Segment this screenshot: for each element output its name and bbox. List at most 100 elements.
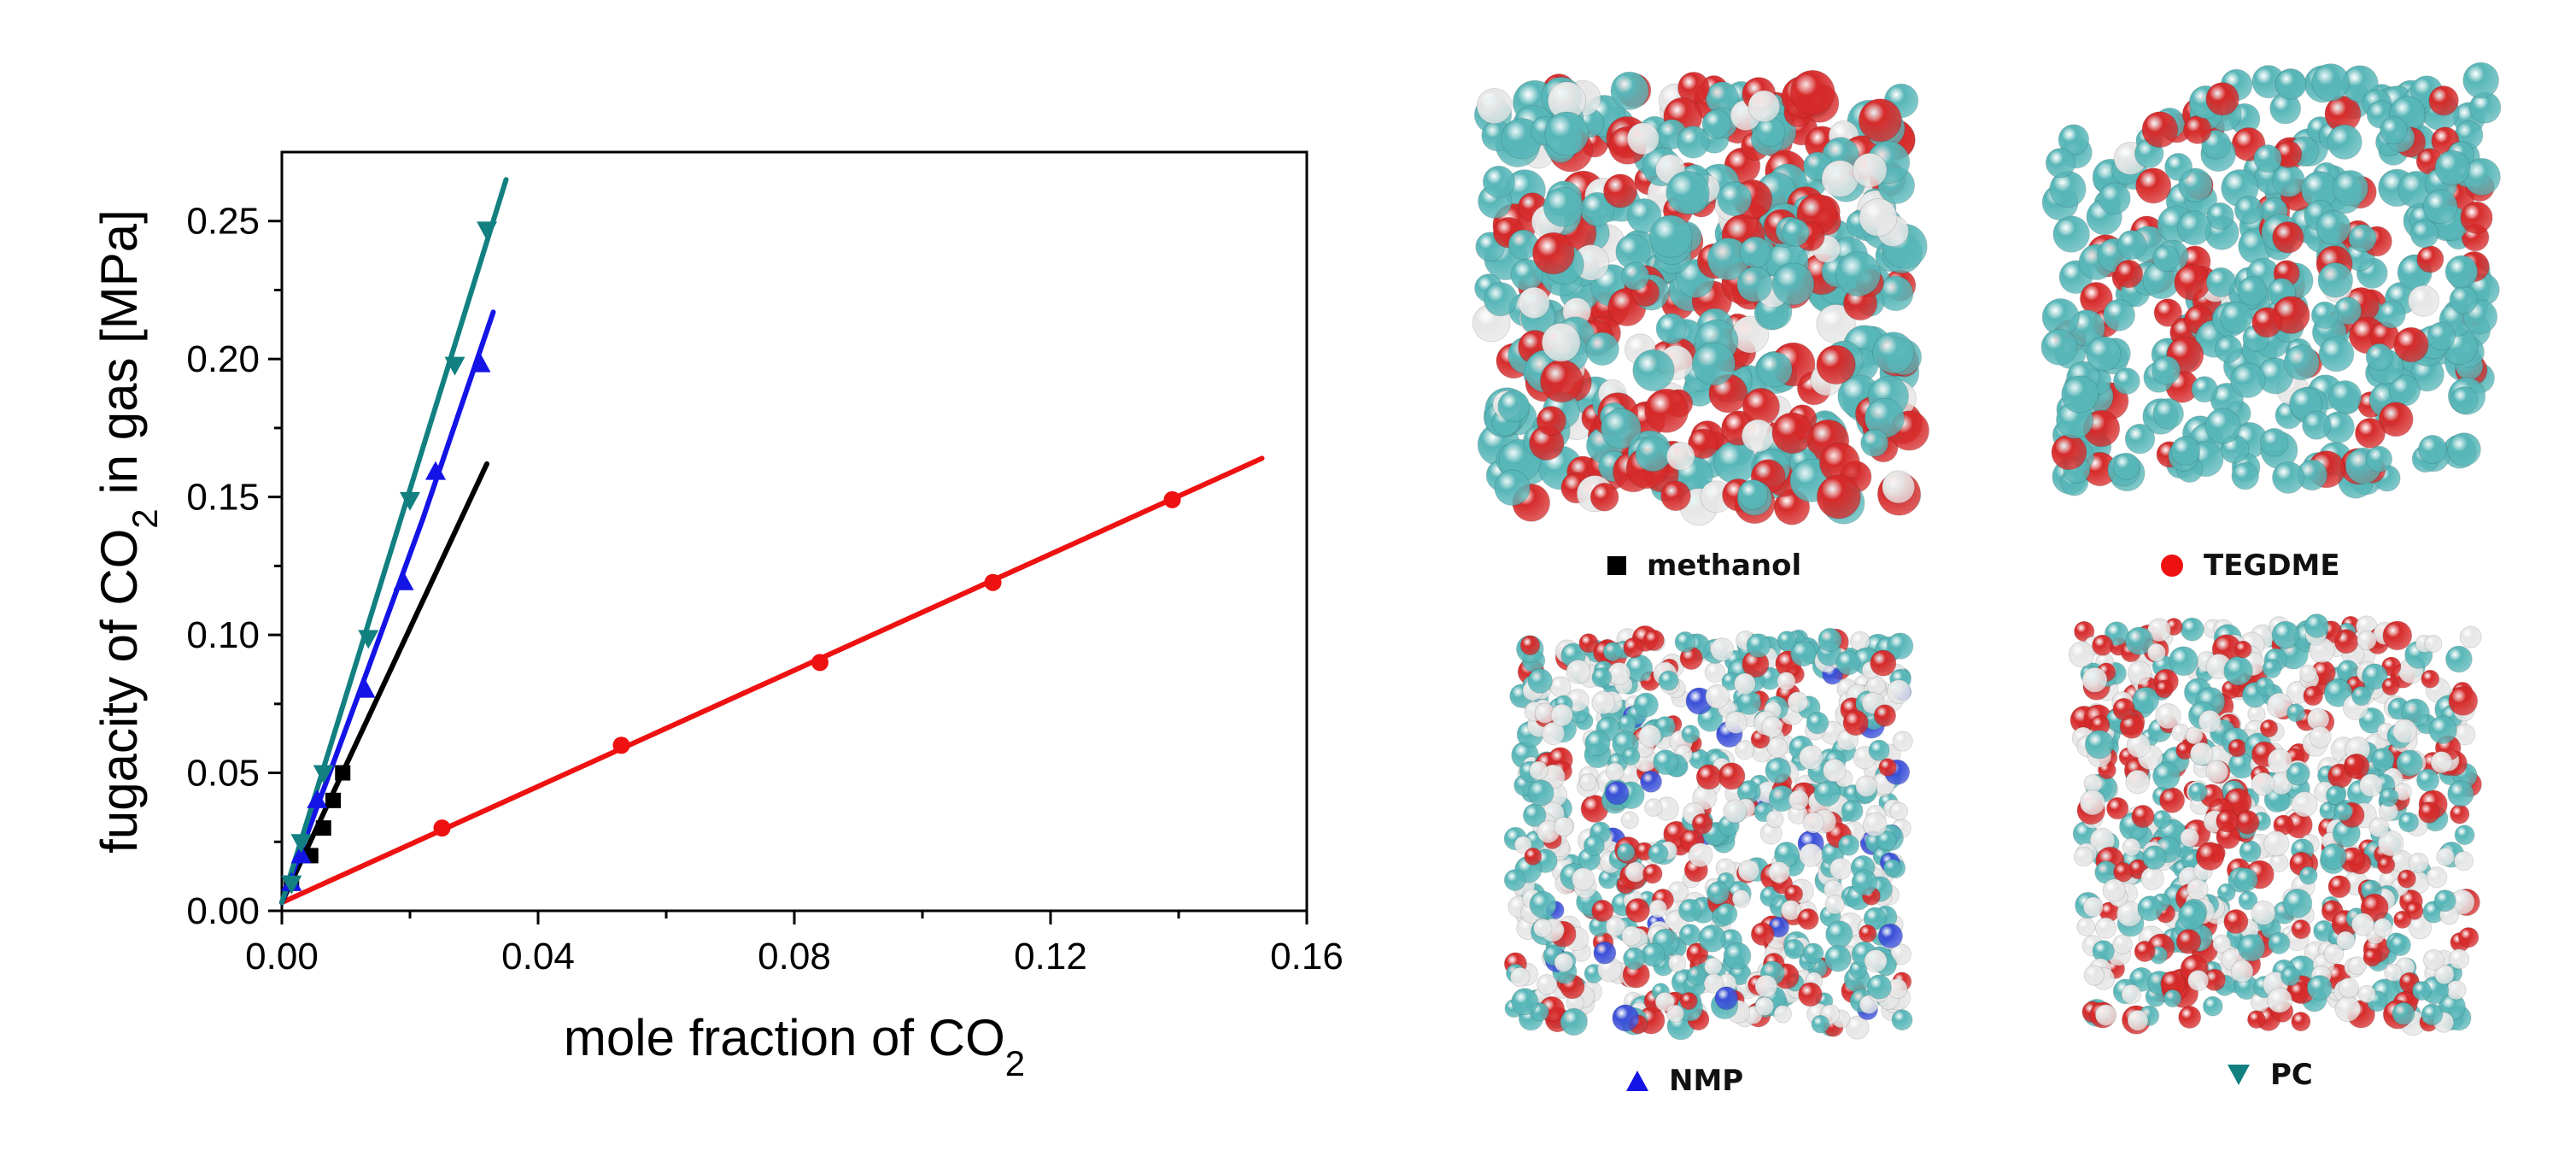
atom-sphere <box>2247 1010 2266 1030</box>
atom-sphere <box>1845 1015 1870 1040</box>
atom-sphere <box>2355 417 2386 449</box>
atom-sphere <box>1519 635 1541 656</box>
atom-sphere <box>2378 402 2414 437</box>
atom-sphere <box>2409 219 2439 249</box>
atom-sphere <box>2159 787 2186 813</box>
atom-sphere <box>1591 899 1614 923</box>
atom-sphere <box>2365 445 2393 472</box>
atom-sphere <box>2393 910 2412 929</box>
atom-sphere <box>1704 957 1723 976</box>
atom-sphere <box>1878 758 1897 777</box>
atom-sphere <box>1529 760 1549 781</box>
atom-sphere <box>2122 837 2141 857</box>
atom-sphere <box>2247 705 2266 724</box>
atom-sphere <box>2105 796 2129 820</box>
tegdme-data-point <box>612 737 630 754</box>
atom-sphere <box>2076 917 2096 936</box>
atom-sphere <box>1811 1014 1830 1034</box>
atom-sphere <box>1648 899 1668 918</box>
x-tick-label: 0.00 <box>245 936 319 977</box>
atom-sphere <box>1746 633 1771 658</box>
atom-sphere <box>1822 758 1847 783</box>
atom-sphere <box>1527 779 1554 807</box>
atom-sphere <box>2082 896 2104 918</box>
atom-sphere <box>2361 663 2388 690</box>
atom-sphere <box>2347 956 2367 976</box>
atom-sphere <box>1718 762 1746 790</box>
tegdme-data-point <box>433 819 451 837</box>
atom-sphere <box>2389 934 2412 957</box>
atom-sphere <box>1483 282 1519 317</box>
atom-sphere <box>1632 349 1675 392</box>
atom-sphere <box>2351 686 2372 707</box>
atom-sphere <box>1723 942 1752 971</box>
nmp-label: NMP <box>1669 1064 1744 1098</box>
atom-sphere <box>1540 359 1584 403</box>
atom-sphere <box>1866 974 1892 1000</box>
atom-sphere <box>1887 632 1914 660</box>
atom-sphere <box>1841 800 1864 822</box>
atom-sphere <box>2436 847 2456 866</box>
atom-sphere <box>1549 676 1572 698</box>
atom-sphere <box>2286 762 2310 786</box>
atom-sphere <box>2327 875 2351 899</box>
atom-sphere <box>1585 332 1619 367</box>
atom-sphere <box>2198 709 2222 733</box>
atom-sphere <box>1648 842 1669 864</box>
pc-snapshot <box>2063 607 2490 1042</box>
atom-sphere <box>1705 684 1730 709</box>
atom-sphere <box>2188 782 2208 802</box>
atom-sphere <box>1842 709 1869 737</box>
atom-sphere <box>1777 631 1797 651</box>
atom-sphere <box>1777 672 1796 691</box>
atom-sphere <box>1737 860 1760 883</box>
y-axis-title-suffix: in gas [MPa] <box>91 209 148 508</box>
atom-sphere <box>2178 1006 2202 1029</box>
methanol-caption: methanol <box>1606 549 1801 583</box>
atom-sphere <box>1642 863 1663 884</box>
atom-sphere <box>2176 210 2212 246</box>
atom-sphere <box>2272 164 2306 198</box>
atom-sphere <box>2444 255 2479 289</box>
atom-sphere <box>1739 236 1771 269</box>
atom-sphere <box>1591 667 1613 688</box>
atom-sphere <box>2223 909 2249 935</box>
atom-sphere <box>1862 812 1888 837</box>
atom-sphere <box>1560 1007 1588 1036</box>
nmp-data-point <box>307 789 328 808</box>
atom-sphere <box>1638 724 1662 748</box>
atom-sphere <box>2074 620 2095 643</box>
atom-sphere <box>1660 480 1691 512</box>
atom-sphere <box>1860 429 1889 457</box>
pc-data-point <box>290 834 312 854</box>
atom-sphere <box>2204 408 2241 444</box>
atom-sphere <box>1625 898 1650 923</box>
atom-sphere <box>1883 859 1902 877</box>
atom-sphere <box>2422 949 2444 971</box>
atom-sphere <box>2448 686 2479 716</box>
tegdme-fit-line <box>279 455 1265 906</box>
atom-sphere <box>2094 1004 2117 1026</box>
atom-sphere <box>1855 775 1877 798</box>
atom-sphere <box>2396 749 2424 778</box>
atom-sphere <box>2427 321 2456 351</box>
atom-sphere <box>2338 977 2360 999</box>
atom-sphere <box>1503 869 1526 892</box>
methanol-snapshot <box>1469 68 1930 530</box>
atom-sphere <box>2081 666 2108 693</box>
pc-data-point <box>400 491 420 511</box>
atom-sphere <box>2154 679 2174 699</box>
atom-sphere <box>2189 742 2214 766</box>
atom-sphere <box>1623 637 1644 659</box>
atom-sphere <box>2392 719 2418 744</box>
atom-sphere <box>2051 434 2087 471</box>
atom-sphere <box>1554 953 1574 973</box>
methanol-data-point <box>315 820 331 836</box>
atom-sphere <box>2377 300 2406 329</box>
atom-sphere <box>1889 801 1908 821</box>
atom-sphere <box>2266 987 2293 1013</box>
atom-sphere <box>1886 679 1912 704</box>
atom-sphere <box>2153 298 2183 327</box>
atom-sphere <box>2318 336 2355 373</box>
atom-sphere <box>1653 749 1679 776</box>
